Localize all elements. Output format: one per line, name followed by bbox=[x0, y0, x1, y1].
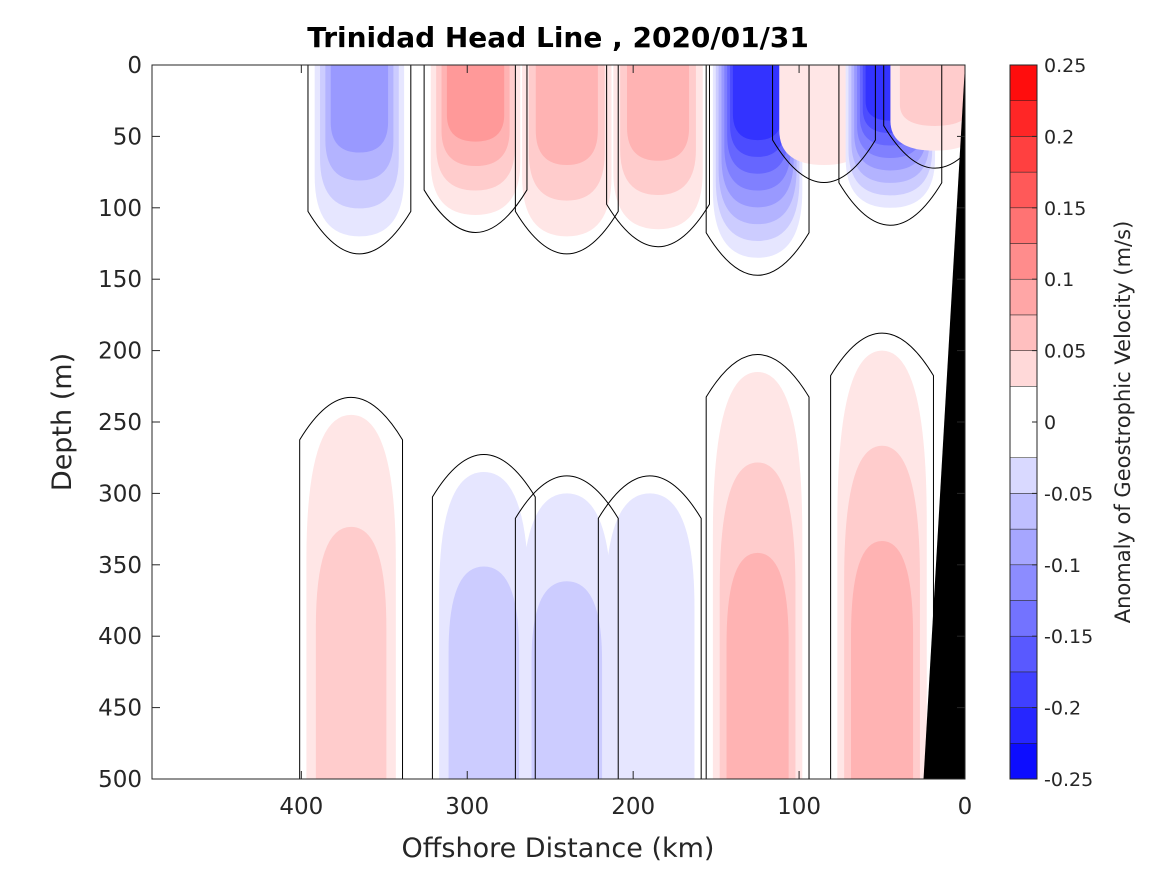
velocity-blob bbox=[712, 65, 803, 258]
colorbar-tick-label: 0.1 bbox=[1044, 269, 1074, 291]
y-tick-label: 400 bbox=[98, 624, 142, 650]
colorbar-tick-label: 0.2 bbox=[1044, 126, 1074, 148]
colorbar-segment bbox=[1009, 314, 1038, 351]
velocity-contour-band bbox=[535, 65, 598, 165]
colorbar-segment bbox=[1009, 64, 1038, 101]
colorbar: 0.25 0.2 0.15 0.1 0.05 0 -0.05 -0.1 -0.15 -0.2 -0.… bbox=[1009, 55, 1093, 791]
x-tick-label: 100 bbox=[777, 794, 821, 820]
velocity-blob bbox=[522, 65, 612, 237]
velocity-contour-band bbox=[850, 541, 914, 779]
bathymetry-mask bbox=[923, 65, 965, 779]
colorbar-segment bbox=[1009, 136, 1038, 173]
zero-contour-line bbox=[705, 65, 810, 276]
velocity-blob bbox=[605, 493, 695, 779]
colorbar-tick-label: 0.05 bbox=[1044, 341, 1086, 363]
zero-contour-line bbox=[299, 397, 404, 779]
colorbar-segment bbox=[1009, 457, 1038, 494]
velocity-blob bbox=[613, 65, 703, 230]
y-tick-label: 350 bbox=[98, 553, 142, 579]
y-tick-label: 250 bbox=[98, 410, 142, 436]
x-axis: 400 300 200 100 0 bbox=[279, 65, 972, 820]
y-tick-label: 100 bbox=[98, 196, 142, 222]
velocity-contour-band bbox=[446, 65, 505, 142]
zero-contour-line bbox=[883, 65, 965, 169]
zero-contour-line bbox=[838, 65, 943, 226]
colorbar-segment bbox=[1009, 493, 1038, 530]
zero-contour-line bbox=[606, 65, 710, 247]
colorbar-segment bbox=[1009, 243, 1038, 280]
colorbar-segment bbox=[1009, 100, 1038, 137]
colorbar-segment bbox=[1009, 671, 1038, 708]
y-axis-label: Depth (m) bbox=[47, 353, 78, 491]
colorbar-tick-label: -0.1 bbox=[1044, 555, 1081, 577]
y-tick-label: 200 bbox=[98, 339, 142, 365]
velocity-blob bbox=[712, 372, 803, 779]
colorbar-segment bbox=[1009, 528, 1038, 566]
velocity-contour-band bbox=[732, 65, 783, 141]
zero-contour-line bbox=[597, 475, 702, 779]
bathymetry-layer bbox=[923, 65, 965, 779]
x-tick-label: 0 bbox=[958, 794, 973, 820]
zero-contour-line bbox=[307, 65, 412, 255]
velocity-blob bbox=[314, 65, 405, 237]
colorbar-segment bbox=[1009, 350, 1038, 387]
colorbar-segment bbox=[1009, 635, 1038, 673]
chart-title: Trinidad Head Line , 2020/01/31 bbox=[307, 21, 809, 54]
velocity-contour-band bbox=[315, 526, 387, 779]
y-axis: 0 50 100 150 200 250 300 350 400 450 500 bbox=[98, 53, 965, 793]
colorbar-tick-label: -0.25 bbox=[1044, 769, 1093, 791]
velocity-contour-band bbox=[531, 581, 603, 779]
x-axis-label: Offshore Distance (km) bbox=[402, 833, 715, 864]
velocity-blob bbox=[439, 471, 529, 779]
y-tick-label: 0 bbox=[127, 53, 142, 79]
zero-contour-line bbox=[423, 65, 528, 233]
y-tick-label: 500 bbox=[98, 767, 142, 793]
colorbar-tick-label: -0.15 bbox=[1044, 626, 1093, 648]
colorbar-segment bbox=[1009, 707, 1038, 744]
x-tick-label: 300 bbox=[445, 794, 489, 820]
zero-contour-line bbox=[514, 65, 619, 255]
velocity-blob bbox=[890, 65, 965, 151]
zero-contour-line bbox=[705, 354, 810, 779]
zero-contour-line bbox=[431, 454, 536, 779]
colorbar-tick-label: 0.25 bbox=[1044, 55, 1086, 77]
zero-contour-line bbox=[830, 332, 934, 779]
colorbar-tick-label: -0.05 bbox=[1044, 483, 1093, 505]
y-tick-label: 50 bbox=[113, 124, 142, 150]
colorbar-segment bbox=[1009, 564, 1038, 601]
colorbar-segment bbox=[1009, 278, 1038, 316]
velocity-blob bbox=[837, 350, 927, 779]
zero-contour-line bbox=[772, 65, 876, 183]
colorbar-segment bbox=[1009, 743, 1038, 780]
colorbar-tick-label: 0 bbox=[1044, 412, 1056, 434]
velocity-contour-band bbox=[726, 552, 789, 779]
velocity-contour-band bbox=[626, 65, 690, 161]
y-tick-label: 300 bbox=[98, 481, 142, 507]
velocity-contour-band bbox=[330, 65, 389, 153]
velocity-fill-layer bbox=[306, 65, 965, 779]
colorbar-tick-label: 0.15 bbox=[1044, 198, 1086, 220]
colorbar-tick-label: -0.2 bbox=[1044, 698, 1081, 720]
x-tick-label: 400 bbox=[279, 794, 323, 820]
velocity-blob bbox=[430, 65, 521, 215]
colorbar-segment bbox=[1009, 171, 1038, 209]
y-tick-label: 450 bbox=[98, 696, 142, 722]
colorbar-segment bbox=[1009, 207, 1038, 244]
x-tick-label: 200 bbox=[611, 794, 655, 820]
y-tick-label: 150 bbox=[98, 267, 142, 293]
velocity-blob bbox=[522, 493, 612, 779]
velocity-contour-band bbox=[448, 566, 520, 779]
velocity-contour-band bbox=[899, 65, 965, 126]
velocity-blob bbox=[306, 414, 396, 779]
zero-contour-line bbox=[514, 475, 619, 779]
colorbar-segment bbox=[1009, 600, 1038, 637]
velocity-contour-band bbox=[605, 493, 695, 779]
colorbar-label: Anomaly of Geostrophic Velocity (m/s) bbox=[1111, 221, 1135, 624]
zero-contour-layer bbox=[299, 65, 965, 779]
